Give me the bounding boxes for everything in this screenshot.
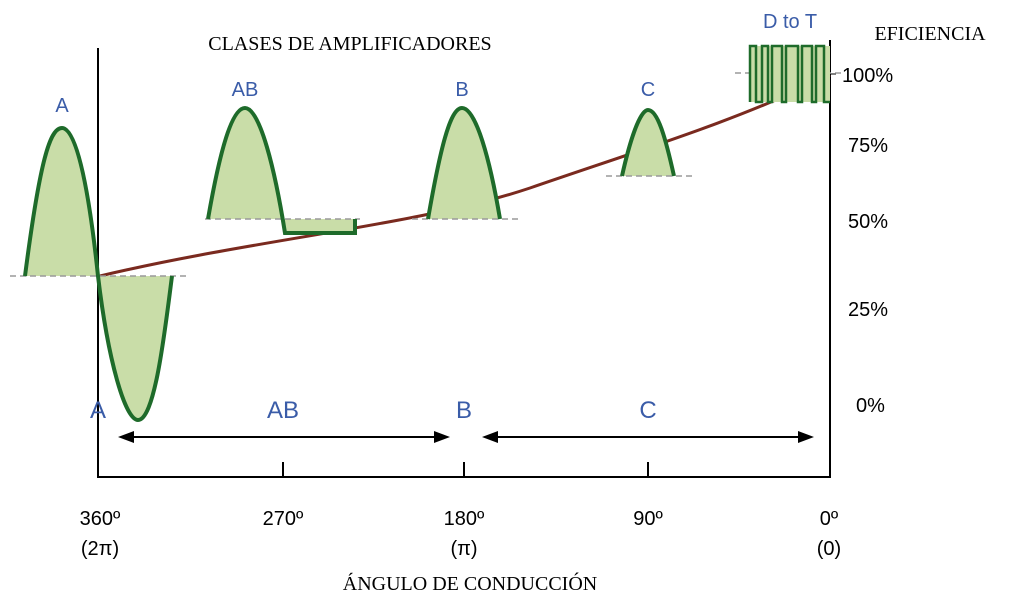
- class-b-waveform: [412, 105, 518, 220]
- class-a-waveform: [10, 125, 190, 423]
- efficiency-tick-label: 100%: [842, 65, 893, 87]
- angle-tick-label-rad: (0): [817, 538, 841, 560]
- angle-tick-label: 180º: [444, 508, 485, 530]
- angle-tick-label: 90º: [633, 508, 663, 530]
- angle-tick-label-rad: (π): [450, 538, 477, 560]
- class-c-waveform: [606, 107, 692, 177]
- class-label-bottom: C: [639, 397, 656, 424]
- angle-tick-label-rad: (2π): [81, 538, 119, 560]
- class-label-top: B: [455, 79, 468, 101]
- ab-range-arrow: [118, 431, 450, 443]
- c-range-arrow: [482, 431, 814, 443]
- efficiency-tick-label: 75%: [848, 135, 888, 157]
- angle-tick-label: 360º: [80, 508, 121, 530]
- x-axis-label: ÁNGULO DE CONDUCCIÓN: [343, 571, 597, 595]
- class-label-top: C: [641, 79, 655, 101]
- angle-tick-label: 0º: [820, 508, 839, 530]
- efficiency-tick-label: 50%: [848, 211, 888, 233]
- class-label-bottom: B: [456, 397, 472, 424]
- class-label-top: A: [55, 95, 69, 117]
- class-label-bottom: A: [90, 397, 106, 424]
- angle-tick-label: 270º: [263, 508, 304, 530]
- efficiency-tick-label: 25%: [848, 299, 888, 321]
- class-label-bottom: AB: [267, 397, 299, 424]
- class-ab-waveform: [205, 105, 360, 235]
- efficiency-tick-label: 0%: [856, 395, 885, 417]
- class-label-top: D to T: [763, 11, 817, 33]
- efficiency-curve: [99, 73, 831, 278]
- diagram-title: CLASES DE AMPLIFICADORES: [208, 33, 491, 55]
- class-d-to-t-waveform: [735, 44, 845, 104]
- class-label-top: AB: [232, 79, 259, 101]
- efficiency-label: EFICIENCIA: [874, 23, 986, 45]
